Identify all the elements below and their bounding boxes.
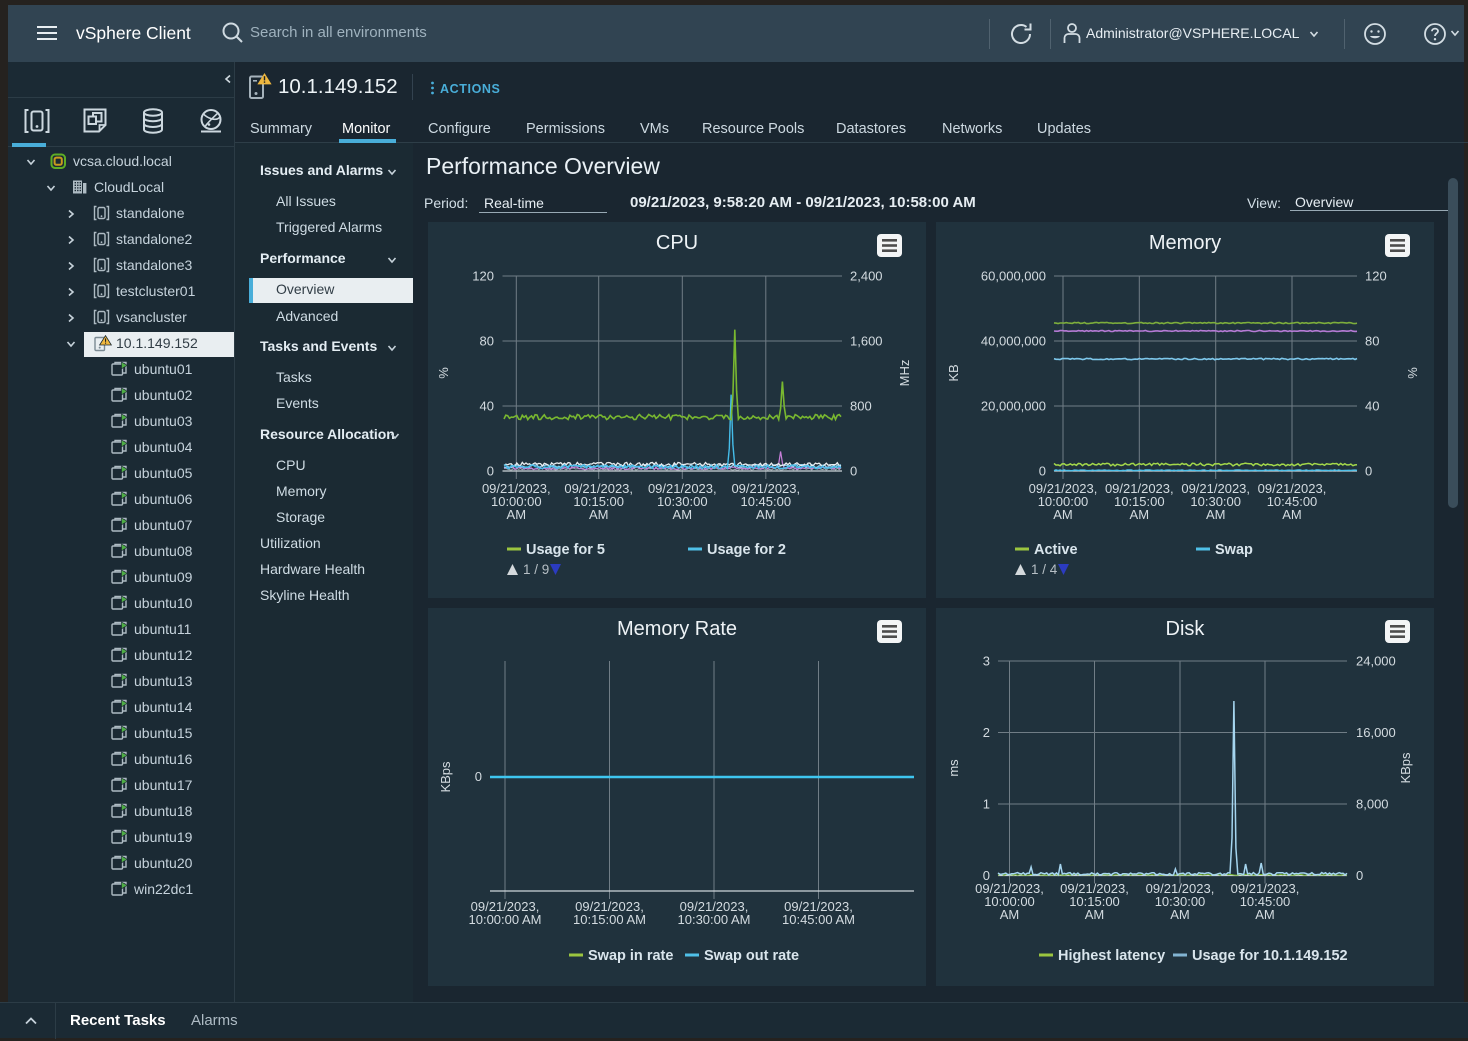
svg-text:09/21/2023,: 09/21/2023,: [471, 899, 540, 914]
svg-text:8,000: 8,000: [1356, 797, 1389, 812]
svg-text:1,600: 1,600: [850, 334, 883, 349]
svg-text:Usage for 2: Usage for 2: [707, 542, 786, 558]
svg-text:09/21/2023,: 09/21/2023,: [784, 899, 853, 914]
svg-text:0: 0: [1356, 868, 1363, 883]
svg-text:MHz: MHz: [897, 360, 912, 387]
svg-text:10:45:00: 10:45:00: [1267, 494, 1318, 509]
svg-text:AM: AM: [1255, 907, 1275, 922]
svg-text:Swap in rate: Swap in rate: [588, 948, 673, 964]
svg-text:10:45:00 AM: 10:45:00 AM: [782, 912, 855, 927]
svg-text:09/21/2023,: 09/21/2023,: [482, 481, 551, 496]
svg-text:10:00:00: 10:00:00: [984, 894, 1035, 909]
svg-text:10:45:00: 10:45:00: [1240, 894, 1291, 909]
svg-text:60,000,000: 60,000,000: [981, 269, 1046, 284]
svg-text:AM: AM: [1206, 507, 1226, 522]
svg-text:0: 0: [983, 868, 990, 883]
svg-text:09/21/2023,: 09/21/2023,: [1258, 481, 1327, 496]
svg-text:10:15:00: 10:15:00: [573, 494, 624, 509]
svg-text:09/21/2023,: 09/21/2023,: [564, 481, 633, 496]
svg-text:1: 1: [983, 797, 990, 812]
svg-text:AM: AM: [1085, 907, 1105, 922]
svg-text:Swap: Swap: [1215, 542, 1253, 558]
svg-text:09/21/2023,: 09/21/2023,: [1231, 881, 1300, 896]
svg-text:10:15:00: 10:15:00: [1069, 894, 1120, 909]
svg-text:AM: AM: [1282, 507, 1302, 522]
svg-text:09/21/2023,: 09/21/2023,: [731, 481, 800, 496]
svg-text:2,400: 2,400: [850, 269, 883, 284]
svg-text:Highest latency: Highest latency: [1058, 948, 1165, 964]
svg-text:2: 2: [983, 725, 990, 740]
svg-text:AM: AM: [673, 507, 693, 522]
svg-text:3: 3: [983, 654, 990, 669]
svg-text:Usage for 5: Usage for 5: [526, 542, 605, 558]
svg-text:20,000,000: 20,000,000: [981, 399, 1046, 414]
svg-text:10:00:00: 10:00:00: [491, 494, 542, 509]
svg-text:800: 800: [850, 399, 872, 414]
svg-text:1 / 4: 1 / 4: [1031, 562, 1058, 577]
svg-text:80: 80: [480, 334, 494, 349]
svg-text:1 / 9: 1 / 9: [523, 562, 549, 577]
svg-text:09/21/2023,: 09/21/2023,: [1060, 881, 1129, 896]
svg-text:KBps: KBps: [438, 761, 453, 793]
svg-text:AM: AM: [1170, 907, 1190, 922]
svg-text:10:30:00 AM: 10:30:00 AM: [678, 912, 751, 927]
svg-text:09/21/2023,: 09/21/2023,: [1105, 481, 1174, 496]
svg-text:24,000: 24,000: [1356, 654, 1396, 669]
svg-text:40,000,000: 40,000,000: [981, 334, 1046, 349]
svg-text:10:30:00: 10:30:00: [657, 494, 708, 509]
svg-text:120: 120: [472, 269, 494, 284]
svg-text:09/21/2023,: 09/21/2023,: [1146, 881, 1215, 896]
svg-text:KBps: KBps: [1398, 752, 1413, 784]
svg-text:09/21/2023,: 09/21/2023,: [648, 481, 717, 496]
svg-text:KB: KB: [946, 364, 961, 381]
svg-text:0: 0: [850, 464, 857, 479]
svg-text:10:00:00: 10:00:00: [1038, 494, 1089, 509]
svg-text:AM: AM: [756, 507, 776, 522]
svg-text:09/21/2023,: 09/21/2023,: [680, 899, 749, 914]
svg-text:0: 0: [487, 464, 494, 479]
svg-text:AM: AM: [1053, 507, 1073, 522]
svg-text:Usage for 10.1.149.152: Usage for 10.1.149.152: [1192, 948, 1348, 964]
svg-text:40: 40: [1365, 399, 1379, 414]
svg-text:120: 120: [1365, 269, 1387, 284]
svg-text:16,000: 16,000: [1356, 725, 1396, 740]
svg-text:Memory Rate: Memory Rate: [617, 618, 737, 640]
svg-text:0: 0: [1039, 464, 1046, 479]
svg-text:0: 0: [475, 769, 482, 784]
svg-text:CPU: CPU: [656, 232, 698, 254]
svg-text:40: 40: [480, 399, 494, 414]
svg-text:%: %: [1405, 367, 1420, 379]
svg-text:%: %: [436, 367, 451, 379]
svg-text:AM: AM: [1130, 507, 1150, 522]
svg-text:10:15:00: 10:15:00: [1114, 494, 1165, 509]
svg-text:09/21/2023,: 09/21/2023,: [1029, 481, 1098, 496]
svg-text:10:30:00: 10:30:00: [1155, 894, 1206, 909]
svg-text:Memory: Memory: [1149, 232, 1221, 254]
svg-text:09/21/2023,: 09/21/2023,: [575, 899, 644, 914]
svg-text:AM: AM: [589, 507, 609, 522]
svg-text:09/21/2023,: 09/21/2023,: [975, 881, 1044, 896]
svg-text:10:15:00 AM: 10:15:00 AM: [573, 912, 646, 927]
svg-text:10:00:00 AM: 10:00:00 AM: [469, 912, 542, 927]
svg-text:ms: ms: [946, 759, 961, 777]
svg-text:AM: AM: [1000, 907, 1020, 922]
svg-text:09/21/2023,: 09/21/2023,: [1181, 481, 1250, 496]
svg-text:80: 80: [1365, 334, 1379, 349]
svg-text:Swap out rate: Swap out rate: [704, 948, 799, 964]
svg-text:10:30:00: 10:30:00: [1190, 494, 1241, 509]
svg-text:0: 0: [1365, 464, 1372, 479]
svg-text:Disk: Disk: [1166, 618, 1206, 640]
svg-text:10:45:00: 10:45:00: [740, 494, 791, 509]
svg-text:AM: AM: [507, 507, 527, 522]
svg-text:Active: Active: [1034, 542, 1078, 558]
